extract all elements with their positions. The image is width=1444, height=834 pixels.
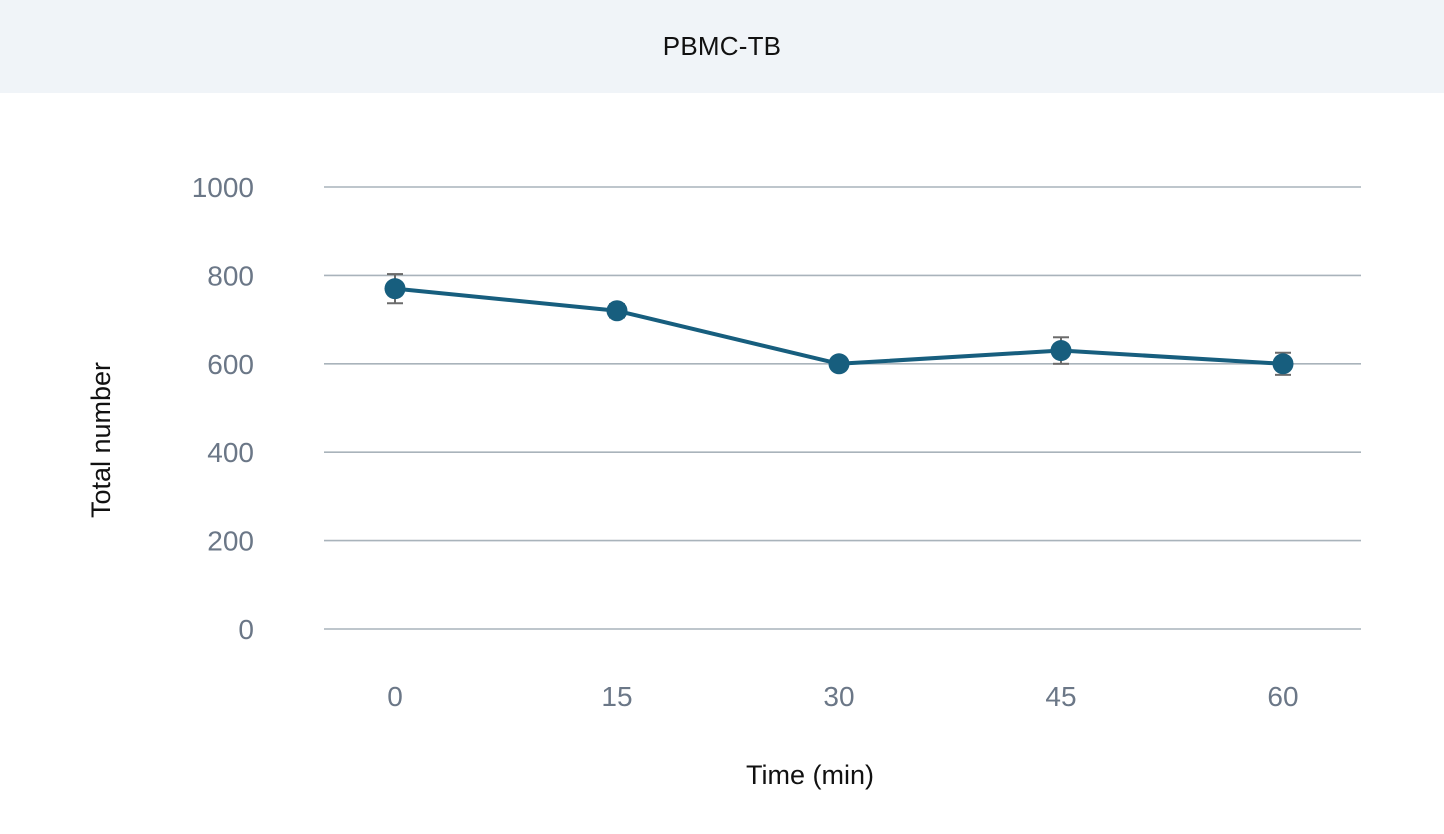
y-tick-label: 1000 (192, 172, 254, 203)
gridlines (324, 186, 1361, 630)
x-tick-label: 0 (387, 681, 403, 712)
data-point (828, 353, 850, 375)
y-tick-label: 400 (207, 437, 254, 468)
x-tick-label: 60 (1267, 681, 1298, 712)
chart-header: PBMC-TB (0, 0, 1444, 93)
y-tick-label: 0 (238, 614, 254, 645)
y-tick-label: 600 (207, 349, 254, 380)
series-line (393, 286, 1285, 366)
y-tick-label: 200 (207, 526, 254, 557)
x-tick-label: 15 (601, 681, 632, 712)
data-point (384, 278, 406, 300)
x-tick-label: 30 (823, 681, 854, 712)
data-point (606, 300, 628, 322)
x-axis-title: Time (min) (746, 760, 874, 790)
chart-title: PBMC-TB (662, 31, 782, 61)
data-point (1272, 353, 1294, 375)
y-axis-ticks: 0 200 400 600 800 1000 (192, 172, 254, 645)
y-axis-title: Total number (86, 362, 116, 518)
x-axis-ticks: 0 15 30 45 60 (387, 681, 1298, 712)
data-point (1050, 340, 1072, 362)
x-tick-label: 45 (1045, 681, 1076, 712)
y-tick-label: 800 (207, 260, 254, 291)
series-layer (384, 273, 1294, 376)
